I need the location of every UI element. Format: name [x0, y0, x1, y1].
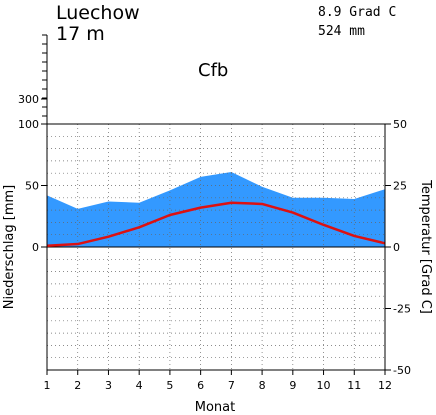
right-tick-label: -25 [393, 303, 411, 316]
left-tick-label: 50 [25, 180, 39, 193]
x-tick-label: 6 [197, 379, 204, 392]
right-tick-label: -50 [393, 364, 411, 377]
station-elevation: 17 m [56, 23, 105, 45]
x-tick-label: 4 [136, 379, 143, 392]
left-tick-label: 0 [32, 241, 39, 254]
temperature-line [46, 201, 386, 248]
x-tick-label: 2 [74, 379, 81, 392]
right-tick-label: 25 [393, 180, 407, 193]
x-tick-label: 9 [289, 379, 296, 392]
station-name: Luechow [56, 2, 140, 24]
right-tick-label: 50 [393, 118, 407, 131]
left-axis-label: Niederschlag [mm] [2, 185, 17, 310]
annual-precipitation: 524 mm [318, 24, 365, 39]
x-tick-label: 3 [105, 379, 112, 392]
right-tick-label: 0 [393, 241, 400, 254]
right-axis-label: Temperatur [Grad C] [418, 179, 433, 314]
left-tick-label: 100 [18, 118, 39, 131]
x-axis-label: Monat [195, 400, 235, 415]
precipitation-area [47, 171, 385, 247]
mean-temperature: 8.9 Grad C [318, 5, 396, 20]
x-tick-label: 11 [347, 379, 361, 392]
x-tick-label: 12 [378, 379, 392, 392]
left-tick-label: 300 [18, 93, 39, 106]
x-tick-label: 5 [166, 379, 173, 392]
x-tick-label: 1 [44, 379, 51, 392]
climate-class: Cfb [198, 60, 228, 81]
x-tick-label: 7 [228, 379, 235, 392]
x-tick-label: 8 [259, 379, 266, 392]
x-tick-label: 10 [317, 379, 331, 392]
